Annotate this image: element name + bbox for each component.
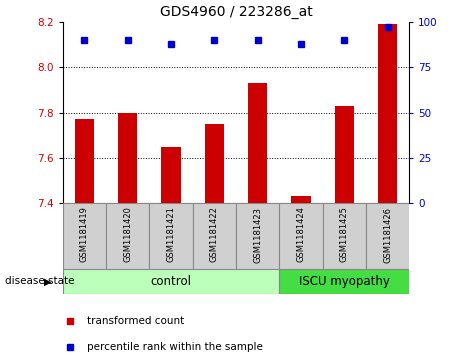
Bar xyxy=(279,203,323,269)
Bar xyxy=(323,203,366,269)
Bar xyxy=(236,203,279,269)
Bar xyxy=(161,147,181,203)
Text: GSM1181420: GSM1181420 xyxy=(123,207,132,262)
Text: ▶: ▶ xyxy=(44,276,52,286)
Text: ISCU myopathy: ISCU myopathy xyxy=(299,275,390,288)
Text: GSM1181426: GSM1181426 xyxy=(383,207,392,262)
Bar xyxy=(63,269,279,294)
Bar xyxy=(279,269,409,294)
Bar xyxy=(334,106,354,203)
Text: GSM1181419: GSM1181419 xyxy=(80,207,89,262)
Text: GSM1181423: GSM1181423 xyxy=(253,207,262,262)
Bar xyxy=(118,113,138,203)
Bar xyxy=(63,203,106,269)
Bar xyxy=(248,83,267,203)
Text: GSM1181424: GSM1181424 xyxy=(297,207,306,262)
Bar xyxy=(205,124,224,203)
Text: GSM1181421: GSM1181421 xyxy=(166,207,175,262)
Text: transformed count: transformed count xyxy=(87,316,184,326)
Text: GSM1181422: GSM1181422 xyxy=(210,207,219,262)
Bar xyxy=(378,24,397,203)
Title: GDS4960 / 223286_at: GDS4960 / 223286_at xyxy=(159,5,312,19)
Bar xyxy=(366,203,409,269)
Text: disease state: disease state xyxy=(5,276,74,286)
Text: GSM1181425: GSM1181425 xyxy=(340,207,349,262)
Bar xyxy=(193,203,236,269)
Bar xyxy=(291,196,311,203)
Text: percentile rank within the sample: percentile rank within the sample xyxy=(87,342,263,352)
Bar xyxy=(75,119,94,203)
Bar xyxy=(106,203,149,269)
Text: control: control xyxy=(151,275,192,288)
Bar xyxy=(149,203,193,269)
